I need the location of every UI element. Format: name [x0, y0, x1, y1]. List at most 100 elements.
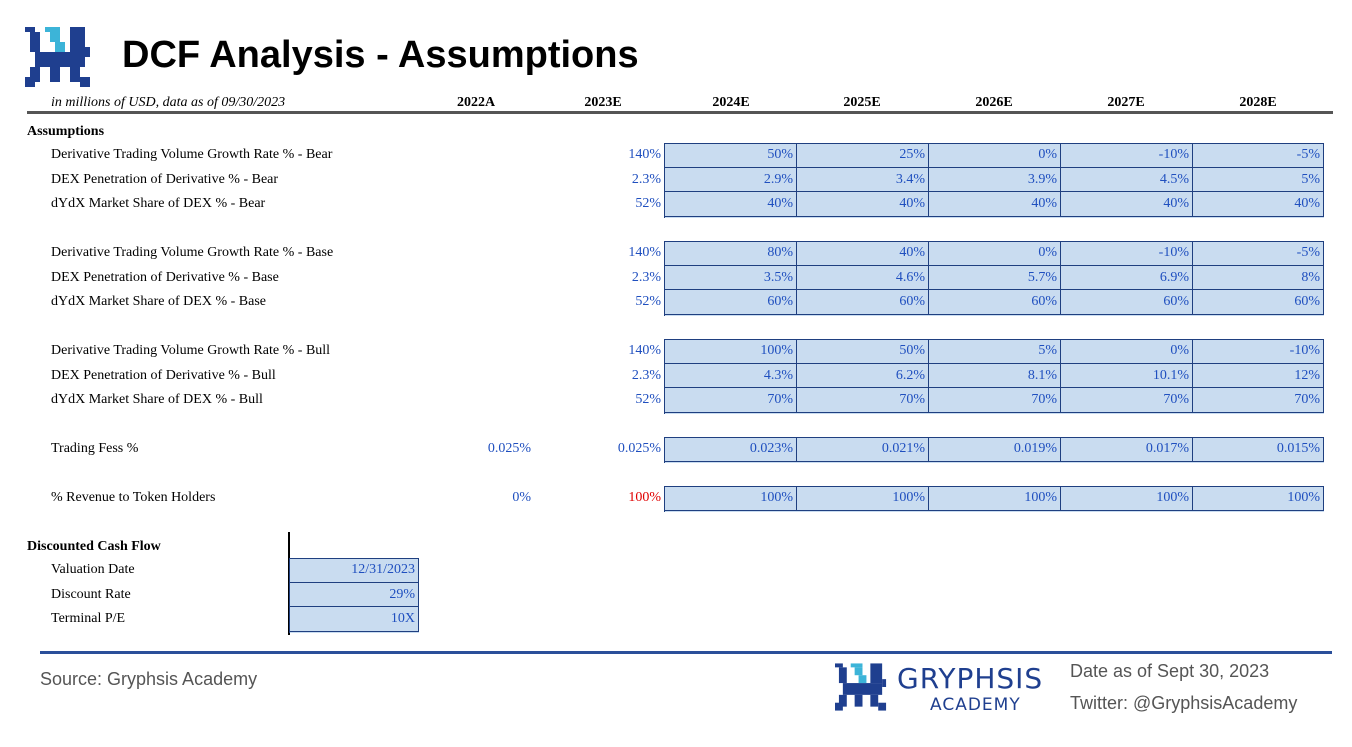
projection-cell: 100%	[929, 486, 1061, 511]
source-text: Source: Gryphsis Academy	[40, 669, 258, 689]
brand-sub: ACADEMY	[930, 695, 1021, 715]
dcf-label: Discount Rate	[51, 586, 131, 602]
projection-cell: 70%	[664, 388, 797, 413]
year-header: 2022A	[456, 95, 496, 110]
row-label: Derivative Trading Volume Growth Rate % …	[51, 147, 333, 162]
projection-cell: 3.4%	[797, 167, 929, 192]
page-title: DCF Analysis - Assumptions	[122, 34, 639, 76]
projection-cell: 80%	[664, 241, 797, 266]
projection-box	[664, 143, 1324, 218]
projection-cell: -5%	[1193, 143, 1324, 168]
row-label: DEX Penetration of Derivative % - Bull	[51, 367, 276, 383]
projection-cell: 40%	[664, 192, 797, 217]
projection-cell: 50%	[664, 143, 797, 168]
value-2023e: 2.3%	[631, 367, 661, 383]
projection-cell: 8%	[1193, 265, 1324, 290]
value-2023e: 100%	[628, 490, 661, 505]
dcf-value: 29%	[289, 582, 419, 607]
projection-cell: 5%	[1193, 167, 1324, 192]
header-divider	[27, 111, 1333, 114]
projection-cell: 0.017%	[1061, 437, 1193, 462]
year-header: 2028E	[1239, 95, 1277, 110]
projection-cell: 3.9%	[929, 167, 1061, 192]
projection-cell: 8.1%	[929, 363, 1061, 388]
value-2023e: 140%	[628, 245, 661, 260]
projection-cell: 70%	[929, 388, 1061, 413]
projection-cell: 50%	[797, 339, 929, 364]
projection-cell: 0%	[929, 241, 1061, 266]
projection-cell: 12%	[1193, 363, 1324, 388]
row-label: Trading Fess %	[51, 441, 139, 456]
projection-cell: 40%	[929, 192, 1061, 217]
value-2022a: 0.025%	[487, 441, 531, 456]
dcf-box	[289, 558, 419, 633]
footer-logo-icon	[835, 663, 887, 711]
projection-box	[664, 437, 1324, 463]
projection-box	[664, 241, 1324, 316]
row-label: Derivative Trading Volume Growth Rate % …	[51, 245, 334, 260]
projection-cell: 5.7%	[929, 265, 1061, 290]
value-2022a: 0%	[512, 490, 531, 505]
value-2023e: 2.3%	[631, 269, 661, 285]
projection-cell: 0%	[929, 143, 1061, 168]
projection-cell: 5%	[929, 339, 1061, 364]
projection-cell: 40%	[797, 241, 929, 266]
year-header: 2025E	[843, 95, 881, 110]
projection-cell: 100%	[664, 486, 797, 511]
projection-box	[664, 339, 1324, 414]
year-header: 2024E	[712, 95, 750, 110]
projection-cell: 10.1%	[1061, 363, 1193, 388]
projection-cell: 70%	[1193, 388, 1324, 413]
projection-cell: 0.021%	[797, 437, 929, 462]
projection-cell: 40%	[1061, 192, 1193, 217]
row-label: DEX Penetration of Derivative % - Bear	[51, 171, 279, 187]
projection-cell: 100%	[797, 486, 929, 511]
row-label: dYdX Market Share of DEX % - Base	[51, 294, 266, 309]
projection-cell: 0.015%	[1193, 437, 1324, 462]
value-2023e: 140%	[628, 147, 661, 162]
projection-cell: 0%	[1061, 339, 1193, 364]
projection-cell: 6.2%	[797, 363, 929, 388]
projection-cell: 100%	[664, 339, 797, 364]
projection-cell: 6.9%	[1061, 265, 1193, 290]
projection-cell: 40%	[797, 192, 929, 217]
projection-cell: 40%	[1193, 192, 1324, 217]
dcf-value: 10X	[289, 607, 419, 632]
projection-cell: 2.9%	[664, 167, 797, 192]
projection-cell: 0.023%	[664, 437, 797, 462]
projection-cell: 60%	[797, 290, 929, 315]
value-2023e: 52%	[635, 196, 661, 211]
dcf-label: Terminal P/E	[51, 611, 126, 626]
projection-cell: 60%	[1061, 290, 1193, 315]
projection-cell: 70%	[797, 388, 929, 413]
value-2023e: 52%	[635, 294, 661, 309]
units-note: in millions of USD, data as of 09/30/202…	[51, 95, 286, 110]
date-note: Date as of Sept 30, 2023	[1070, 661, 1270, 681]
value-2023e: 2.3%	[631, 171, 661, 187]
row-label: % Revenue to Token Holders	[51, 490, 216, 505]
year-header: 2027E	[1107, 95, 1145, 110]
projection-cell: 100%	[1193, 486, 1324, 511]
projection-cell: -5%	[1193, 241, 1324, 266]
row-label: DEX Penetration of Derivative % - Base	[51, 269, 279, 285]
projection-cell: 60%	[664, 290, 797, 315]
brand-name: GRYPHSIS	[897, 662, 1044, 695]
projection-cell: 100%	[1061, 486, 1193, 511]
value-2023e: 0.025%	[617, 441, 661, 456]
projection-cell: 4.6%	[797, 265, 929, 290]
projection-cell: -10%	[1193, 339, 1324, 364]
gryphsis-logo	[25, 27, 90, 87]
projection-cell: -10%	[1061, 143, 1193, 168]
projection-cell: 3.5%	[664, 265, 797, 290]
dcf-heading: Discounted Cash Flow	[27, 539, 161, 554]
dcf-value: 12/31/2023	[289, 558, 419, 583]
dcf-label: Valuation Date	[51, 562, 135, 577]
projection-cell: 4.3%	[664, 363, 797, 388]
footer-divider	[40, 651, 1332, 654]
projection-cell: 4.5%	[1061, 167, 1193, 192]
twitter-handle: Twitter: @GryphsisAcademy	[1070, 693, 1298, 713]
dcf-divider	[288, 532, 290, 635]
projection-cell: -10%	[1061, 241, 1193, 266]
projection-cell: 60%	[929, 290, 1061, 315]
assumptions-heading: Assumptions	[27, 124, 105, 139]
